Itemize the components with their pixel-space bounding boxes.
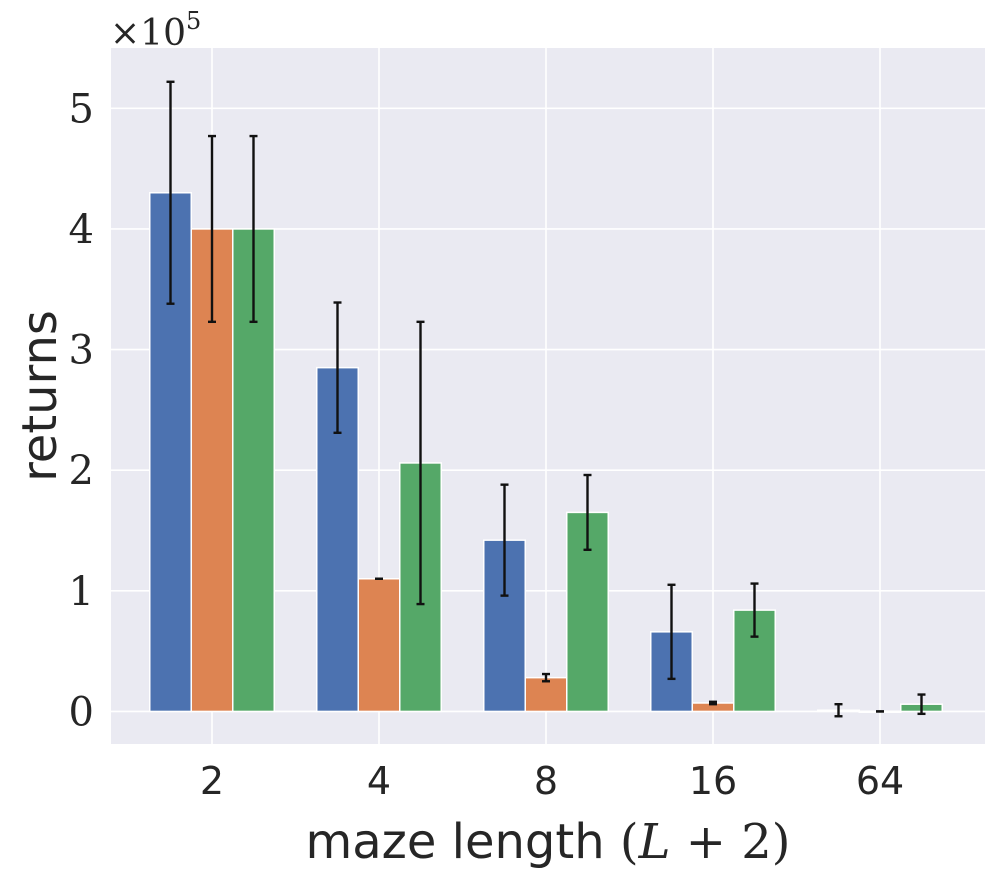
error-bar-s1-c2 <box>542 672 550 683</box>
x-tick-label-3: 16 <box>689 759 737 803</box>
bar-s1-c2 <box>524 676 568 713</box>
y-tick-label-4: 4 <box>69 207 94 253</box>
y-tick-labels: 0 1 2 3 4 5 <box>69 86 94 735</box>
x-tick-label-4: 64 <box>856 759 904 803</box>
y-offset-label: ×105 <box>110 7 201 54</box>
error-bar-s0-c1 <box>333 301 342 434</box>
bar-s1-c1 <box>357 577 401 713</box>
error-bar-s1-c3 <box>709 700 717 706</box>
error-bar-s0-c4 <box>834 702 843 718</box>
y-tick-label-5: 5 <box>69 86 94 132</box>
y-axis-label: returns <box>12 310 68 482</box>
error-bar-s2-c4 <box>917 693 926 716</box>
y-tick-label-3: 3 <box>69 328 94 374</box>
error-bar-s0-c2 <box>500 483 509 597</box>
error-bar-s2-c0 <box>249 134 258 324</box>
x-axis-label: maze length (L + 2) <box>305 814 790 870</box>
x-tick-label-0: 2 <box>200 759 224 803</box>
error-bar-s2-c2 <box>583 473 592 551</box>
error-bar-s2-c3 <box>750 582 759 638</box>
x-tick-label-2: 8 <box>534 759 558 803</box>
error-bar-s0-c0 <box>166 80 175 305</box>
error-bar-s0-c3 <box>667 583 676 681</box>
error-bar-s2-c1 <box>416 320 425 606</box>
error-bars-group <box>166 80 926 718</box>
error-bar-s1-c0 <box>208 134 216 324</box>
y-tick-label-2: 2 <box>69 448 94 494</box>
y-tick-label-0: 0 <box>69 689 94 735</box>
y-tick-label-1: 1 <box>69 569 94 615</box>
x-tick-labels: 2 4 8 16 64 <box>200 759 904 803</box>
x-tick-label-1: 4 <box>367 759 391 803</box>
